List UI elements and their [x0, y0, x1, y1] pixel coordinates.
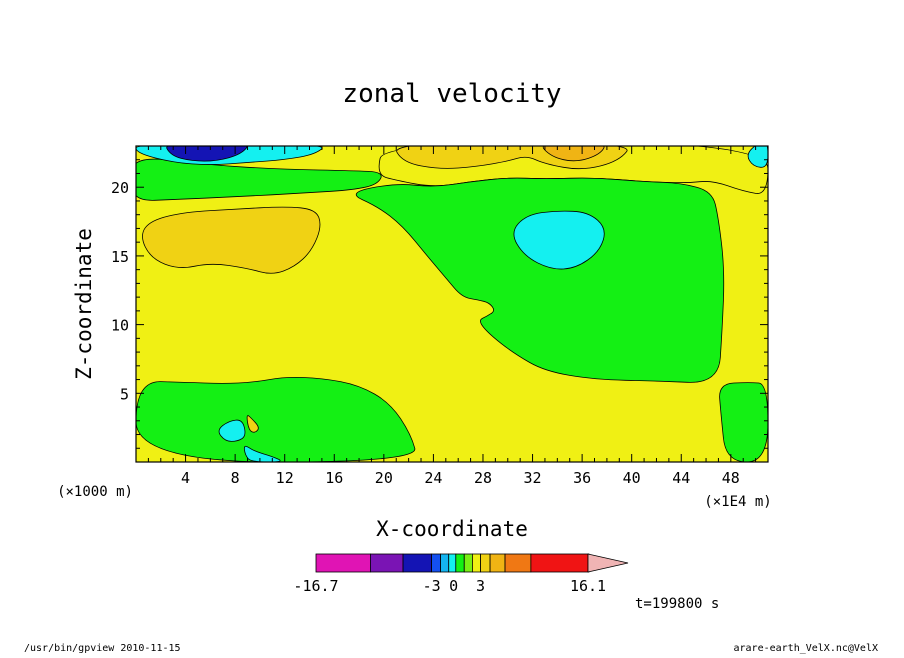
- colorbar-swatch: [489, 553, 506, 573]
- colorbar-swatch: [431, 553, 441, 573]
- region-negative-bottom-right: [719, 382, 768, 462]
- colorbar-mid-label: 0: [449, 577, 458, 595]
- x-tick-label: 44: [672, 469, 690, 487]
- x-axis-unit: (×1E4 m): [704, 494, 771, 510]
- plot-frame: [135, 145, 769, 463]
- colorbar-swatch: [315, 553, 371, 573]
- colorbar-mid-label: -3: [423, 577, 441, 595]
- y-axis-label: Z-coordinate: [72, 228, 96, 380]
- x-tick-label: 16: [325, 469, 343, 487]
- plot-area: [136, 146, 768, 462]
- colorbar-swatch: [480, 553, 491, 573]
- x-tick-label: 24: [424, 469, 442, 487]
- region-negative-bottom-left: [136, 376, 416, 462]
- colorbar-swatch: [369, 553, 404, 573]
- colorbar-min-label: -16.7: [293, 577, 338, 595]
- x-tick-label: 28: [474, 469, 492, 487]
- y-tick-label: 15: [111, 248, 129, 266]
- x-tick-label: 48: [722, 469, 740, 487]
- x-tick-label: 36: [573, 469, 591, 487]
- x-tick-label: 20: [375, 469, 393, 487]
- colorbar-swatch: [471, 553, 481, 573]
- contour-fills: [136, 146, 768, 462]
- colorbar: -16.7 16.1 -3 0 3: [293, 553, 629, 595]
- x-tick-label: 8: [231, 469, 240, 487]
- region-negative-pocket-bottom-1: [218, 419, 246, 442]
- y-tick-label: 5: [120, 385, 129, 403]
- colorbar-extend-arrow: [587, 553, 629, 573]
- footer-left: /usr/bin/gpview 2010-11-15: [24, 643, 181, 654]
- colorbar-swatch: [402, 553, 433, 573]
- region-negative-pocket-bottom-2: [243, 445, 281, 462]
- y-axis-unit: (×1000 m): [57, 484, 133, 500]
- x-tick-label: 40: [623, 469, 641, 487]
- region-positive-strong-top: [542, 146, 605, 162]
- colorbar-max-label: 16.1: [570, 577, 606, 595]
- colorbar-swatch: [440, 553, 450, 573]
- x-tick-label: 12: [276, 469, 294, 487]
- time-annotation: t=199800 s: [635, 596, 719, 612]
- region-positive-bottom-spot: [246, 415, 259, 433]
- y-tick-label: 20: [111, 179, 129, 197]
- colorbar-mid-label: 3: [476, 577, 485, 595]
- region-negative-weak-upper-band: [136, 158, 382, 201]
- colorbar-swatch: [455, 553, 465, 573]
- chart-title: zonal velocity: [342, 79, 561, 109]
- y-tick-label: 10: [111, 317, 129, 335]
- region-negative-pocket-center-right: [513, 210, 605, 270]
- footer-right: arare-earth_VelX.nc@VelX: [734, 643, 879, 654]
- x-tick-label: 4: [181, 469, 190, 487]
- colorbar-swatch: [504, 553, 532, 573]
- x-tick-label: 32: [524, 469, 542, 487]
- colorbar-swatch: [530, 553, 589, 573]
- colorbar-swatch: [463, 553, 473, 573]
- region-negative-strong-top-left: [166, 146, 248, 162]
- region-positive-moderate-left-lobe: [142, 206, 321, 274]
- region-negative-central-tongue: [355, 177, 725, 383]
- x-axis-label: X-coordinate: [376, 517, 528, 541]
- colorbar-swatch: [448, 553, 457, 573]
